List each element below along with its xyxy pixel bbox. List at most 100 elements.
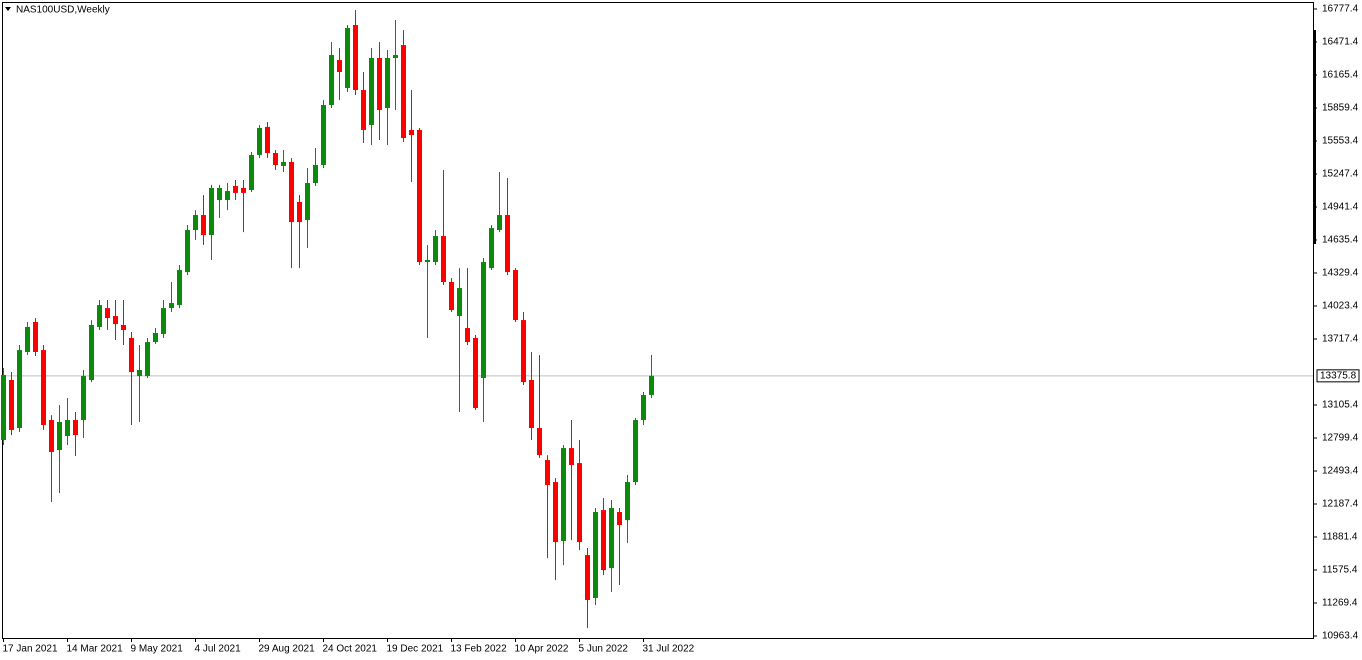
candle-body <box>73 420 78 436</box>
y-tick-label: 16165.4 <box>1322 70 1359 81</box>
candle-body <box>417 129 422 263</box>
candle-body <box>161 308 166 334</box>
candle-body <box>633 420 638 483</box>
y-tick-label: 13717.4 <box>1322 334 1359 345</box>
candle-body <box>601 510 606 571</box>
current-price-box <box>1316 369 1360 383</box>
candle-body <box>89 325 94 381</box>
candle-body <box>545 460 550 486</box>
candle-body <box>561 448 566 542</box>
candle-body <box>49 420 54 452</box>
x-tick-label: 9 May 2021 <box>131 644 184 655</box>
y-tick-label: 15859.4 <box>1322 103 1359 114</box>
candle-body <box>193 215 198 231</box>
candle-body <box>209 187 214 236</box>
y-tick-label: 12187.4 <box>1322 499 1359 510</box>
candle-body <box>521 320 526 383</box>
candle-body <box>225 190 230 201</box>
candle-body <box>593 512 598 598</box>
candle-body <box>529 380 534 429</box>
y-tick-label: 12493.4 <box>1322 466 1359 477</box>
candle-body <box>617 512 622 526</box>
candle-body <box>481 262 486 378</box>
x-tick-label: 19 Dec 2021 <box>387 644 444 655</box>
x-tick-label: 17 Jan 2021 <box>3 644 58 655</box>
candle-body <box>353 25 358 91</box>
candle-body <box>577 463 582 543</box>
y-tick-label: 11881.4 <box>1322 532 1358 543</box>
candle-body <box>393 54 398 59</box>
candle-body <box>585 555 590 601</box>
candle-body <box>289 161 294 223</box>
candle-body <box>273 153 278 165</box>
candle-body <box>113 316 118 325</box>
candle-body <box>105 308 110 319</box>
candle-body <box>449 281 454 311</box>
y-tick-label: 14635.4 <box>1322 235 1359 246</box>
chart-title: NAS100USD,Weekly <box>16 5 110 16</box>
candle-body <box>505 215 510 273</box>
candle-body <box>441 236 446 282</box>
candle-body <box>321 105 326 165</box>
x-tick-label: 14 Mar 2021 <box>67 644 124 655</box>
candle-body <box>401 45 406 139</box>
candle-body <box>121 325 126 330</box>
candle-body <box>569 448 574 466</box>
current-price-label: 13375.8 <box>1320 370 1357 381</box>
candle-body <box>129 337 134 373</box>
y-tick-label: 13105.4 <box>1322 400 1359 411</box>
y-tick-label: 14329.4 <box>1322 268 1359 279</box>
candle-body <box>177 270 182 306</box>
candle-body <box>457 288 462 317</box>
candle-body <box>25 326 30 352</box>
x-tick-label: 31 Jul 2022 <box>643 644 695 655</box>
candle-body <box>337 60 342 73</box>
x-tick-label: 10 Apr 2022 <box>515 644 569 655</box>
candle-body <box>233 186 238 193</box>
candle-body <box>313 164 318 183</box>
candle-body <box>1 374 6 440</box>
candle-body <box>425 259 430 263</box>
candle-body <box>385 58 390 109</box>
candle-body <box>137 369 142 377</box>
candle-body <box>361 90 366 130</box>
candle-body <box>297 201 302 223</box>
candle-body <box>185 230 190 273</box>
candle-body <box>265 126 270 154</box>
candle-body <box>497 215 502 231</box>
candle-body <box>513 270 518 321</box>
y-tick-label: 14023.4 <box>1322 301 1359 312</box>
candle-body <box>201 215 206 236</box>
y-tick-label: 14941.4 <box>1322 202 1359 213</box>
y-tick-label: 15247.4 <box>1322 169 1359 180</box>
x-tick-label: 5 Jun 2022 <box>579 644 629 655</box>
y-tick-label: 11575.4 <box>1322 565 1358 576</box>
candle-body <box>489 228 494 269</box>
menu-arrow[interactable] <box>5 7 11 11</box>
candle-body <box>17 350 22 429</box>
candle-body <box>249 154 254 191</box>
candle-body <box>281 161 286 166</box>
candle-body <box>553 482 558 543</box>
candle-body <box>625 482 630 521</box>
candle-body <box>153 333 158 343</box>
candle-body <box>145 342 150 377</box>
candle-body <box>241 187 246 193</box>
y-tick-label: 11269.4 <box>1322 598 1358 609</box>
candle-body <box>169 303 174 309</box>
candle-body <box>465 328 470 343</box>
candle-body <box>433 236 438 263</box>
candle-body <box>641 395 646 421</box>
candle-body <box>473 337 478 409</box>
candle-body <box>81 376 86 421</box>
y-tick-label: 12799.4 <box>1322 433 1359 444</box>
candle-body <box>41 350 46 425</box>
candle-body <box>97 305 102 327</box>
candle-body <box>409 129 414 136</box>
x-tick-label: 24 Oct 2021 <box>323 644 378 655</box>
candle-body <box>329 54 334 106</box>
y-tick-label: 16471.4 <box>1322 37 1359 48</box>
